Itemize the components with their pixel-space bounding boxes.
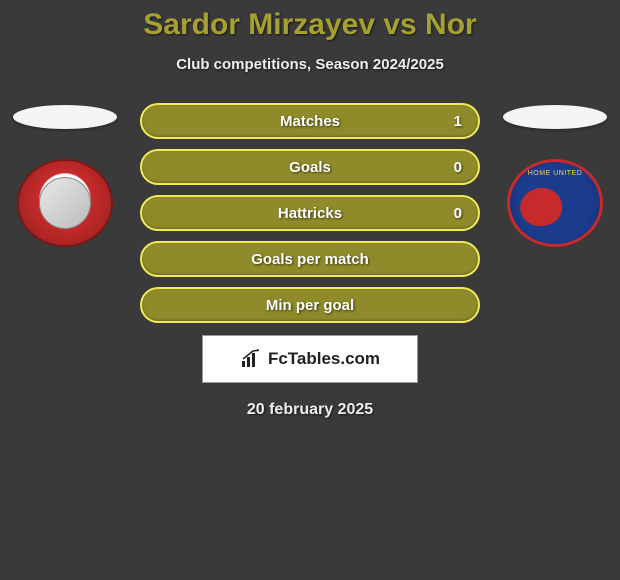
brand-box[interactable]: FcTables.com bbox=[202, 335, 418, 383]
stats-list: Matches 1 Goals 0 Hattricks 0 Goals per … bbox=[140, 103, 480, 323]
page-title: Sardor Mirzayev vs Nor bbox=[143, 8, 476, 42]
stat-label: Goals per match bbox=[251, 251, 369, 268]
comparison-card: Sardor Mirzayev vs Nor Club competitions… bbox=[0, 0, 620, 419]
chart-icon bbox=[240, 349, 262, 369]
stat-label: Min per goal bbox=[266, 297, 354, 314]
stat-row-hattricks: Hattricks 0 bbox=[140, 195, 480, 231]
team-badge-right-flame bbox=[517, 184, 566, 230]
stat-row-goals-per-match: Goals per match bbox=[140, 241, 480, 277]
team-badge-left-inner bbox=[39, 177, 91, 229]
left-column bbox=[10, 103, 120, 247]
team-badge-right: HOME UNITED bbox=[507, 159, 603, 247]
right-column: HOME UNITED bbox=[500, 103, 610, 247]
stat-label: Hattricks bbox=[278, 205, 342, 222]
stat-value: 0 bbox=[454, 159, 462, 176]
stat-row-goals: Goals 0 bbox=[140, 149, 480, 185]
main-row: Matches 1 Goals 0 Hattricks 0 Goals per … bbox=[0, 103, 620, 323]
stat-label: Goals bbox=[289, 159, 331, 176]
page-subtitle: Club competitions, Season 2024/2025 bbox=[176, 56, 444, 73]
player-ellipse-left bbox=[13, 105, 117, 129]
stat-row-min-per-goal: Min per goal bbox=[140, 287, 480, 323]
stat-row-matches: Matches 1 bbox=[140, 103, 480, 139]
stat-value: 1 bbox=[454, 113, 462, 130]
team-badge-left bbox=[17, 159, 113, 247]
brand-text: FcTables.com bbox=[268, 349, 380, 369]
player-ellipse-right bbox=[503, 105, 607, 129]
stat-value: 0 bbox=[454, 205, 462, 222]
stat-label: Matches bbox=[280, 113, 340, 130]
team-badge-right-text: HOME UNITED bbox=[510, 170, 600, 177]
date-line: 20 february 2025 bbox=[247, 401, 373, 419]
